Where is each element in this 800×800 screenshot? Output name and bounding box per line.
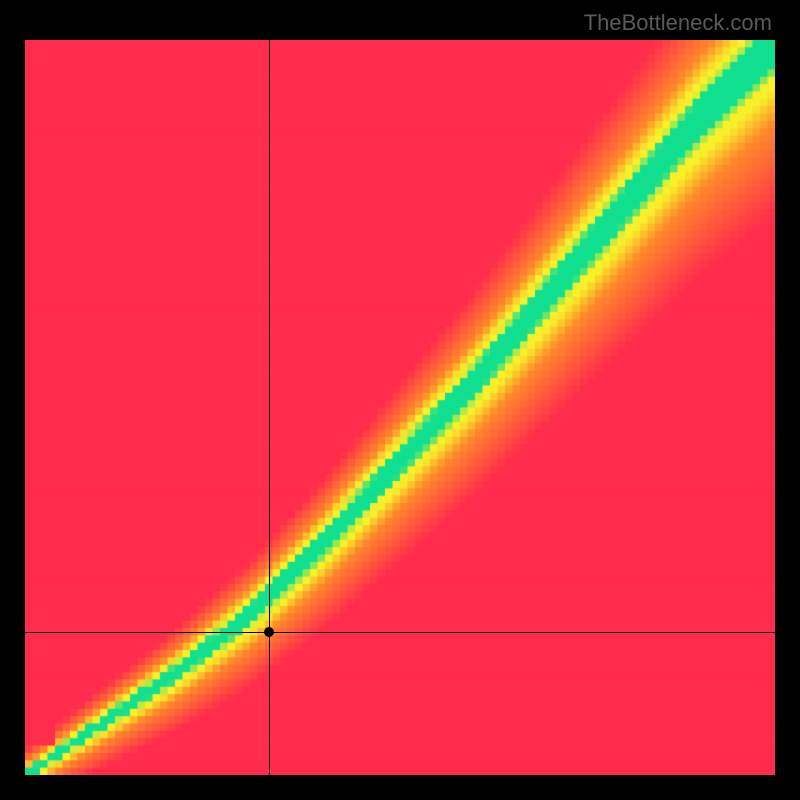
crosshair-vertical <box>269 40 270 775</box>
plot-frame <box>25 40 775 775</box>
crosshair-horizontal <box>25 632 775 633</box>
heatmap-canvas <box>25 40 775 775</box>
watermark: TheBottleneck.com <box>584 10 772 36</box>
marker-dot <box>264 627 274 637</box>
